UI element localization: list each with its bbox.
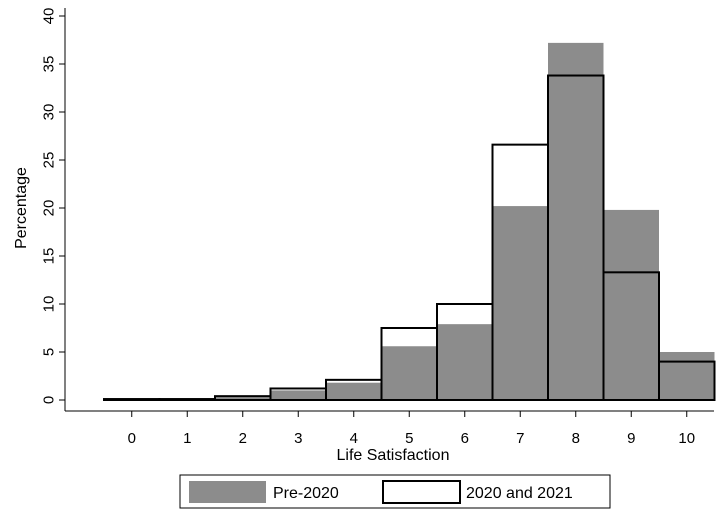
y-ticks: 0 5 10 15 20 25 30 35 40	[40, 8, 65, 404]
y-axis-title: Percentage	[13, 167, 30, 249]
x-tick-label-4: 4	[350, 430, 358, 447]
x-ticks: 0 1 2 3 4 5 6 7 8 9 10	[128, 411, 695, 447]
legend-swatch-2020-2021	[382, 480, 461, 504]
y-tick-label-10: 10	[40, 296, 57, 313]
bar-pre-2020-10	[659, 352, 715, 400]
bar-pre-2020-5	[381, 346, 437, 400]
bar-2020-2021-1	[158, 398, 216, 402]
bar-pre-2020-8	[548, 42, 604, 400]
x-tick-label-6: 6	[461, 430, 469, 447]
bar-2020-2021-9	[602, 271, 660, 402]
y-tick-label-20: 20	[40, 200, 57, 217]
2020-2021-bars	[103, 74, 716, 402]
y-tick-label-0: 0	[40, 396, 57, 404]
x-tick-label-0: 0	[128, 430, 136, 447]
x-tick-label-8: 8	[572, 430, 580, 447]
y-tick-label-35: 35	[40, 56, 57, 73]
x-tick-label-10: 10	[678, 430, 695, 447]
bar-pre-2020-4	[326, 382, 382, 400]
legend-label-pre-2020: Pre-2020	[273, 485, 339, 502]
bar-2020-2021-8	[547, 74, 605, 402]
x-tick-label-3: 3	[294, 430, 302, 447]
y-tick-label-5: 5	[40, 348, 57, 356]
axes	[64, 8, 714, 412]
legend: Pre-2020 2020 and 2021	[179, 474, 611, 509]
legend-label-2020-2021: 2020 and 2021	[466, 485, 573, 502]
bar-2020-2021-10	[658, 360, 716, 402]
bar-2020-2021-0	[103, 398, 161, 402]
bar-pre-2020-7	[492, 206, 548, 400]
bar-pre-2020-6	[437, 324, 493, 400]
bar-pre-2020-2	[215, 397, 271, 400]
bar-pre-2020-9	[603, 209, 659, 400]
x-tick-label-1: 1	[183, 430, 191, 447]
x-tick-label-5: 5	[405, 430, 413, 447]
bar-pre-2020-3	[270, 390, 326, 400]
legend-swatch-pre-2020	[189, 481, 266, 503]
x-tick-label-2: 2	[239, 430, 247, 447]
x-tick-label-9: 9	[627, 430, 635, 447]
y-tick-label-25: 25	[40, 152, 57, 169]
y-tick-label-30: 30	[40, 104, 57, 121]
x-tick-label-7: 7	[516, 430, 524, 447]
y-tick-label-15: 15	[40, 248, 57, 265]
pre-2020-bars	[104, 42, 715, 400]
y-tick-label-40: 40	[40, 8, 57, 25]
x-axis-title: Life Satisfaction	[337, 447, 450, 464]
